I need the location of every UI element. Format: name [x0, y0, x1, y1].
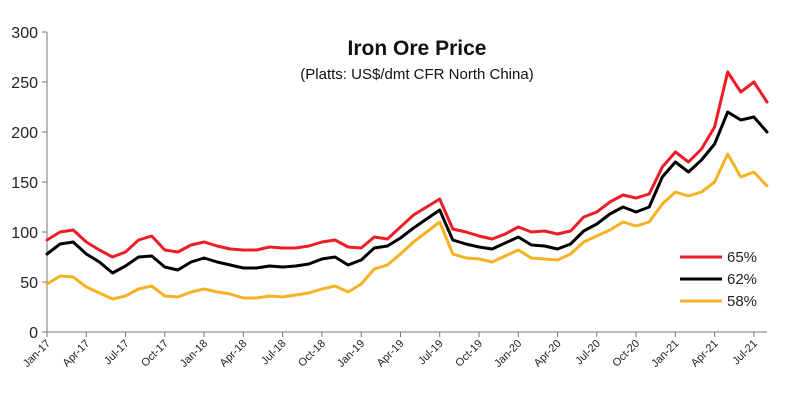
legend-label-62-pct: 62%: [727, 271, 757, 288]
series-line-62-pct: [45, 110, 769, 275]
y-tick-label: 200: [11, 125, 38, 142]
series-lines: [45, 70, 769, 301]
y-tick-label: 0: [29, 325, 38, 342]
legend-label-65-pct: 65%: [727, 249, 757, 266]
y-tick-label: 100: [11, 225, 38, 242]
legend-label-58-pct: 58%: [727, 293, 757, 310]
y-tick-label: 150: [11, 175, 38, 192]
y-tick-label: 300: [11, 25, 38, 42]
series-line-65-pct: [45, 70, 769, 259]
chart-title: Iron Ore Price: [348, 37, 487, 60]
chart-subtitle: (Platts: US$/dmt CFR North China): [300, 66, 533, 83]
y-tick-label: 50: [20, 275, 38, 292]
series-line-58-pct: [45, 152, 769, 301]
y-tick-label: 250: [11, 75, 38, 92]
legend: 65% 62% 58%: [680, 249, 757, 310]
